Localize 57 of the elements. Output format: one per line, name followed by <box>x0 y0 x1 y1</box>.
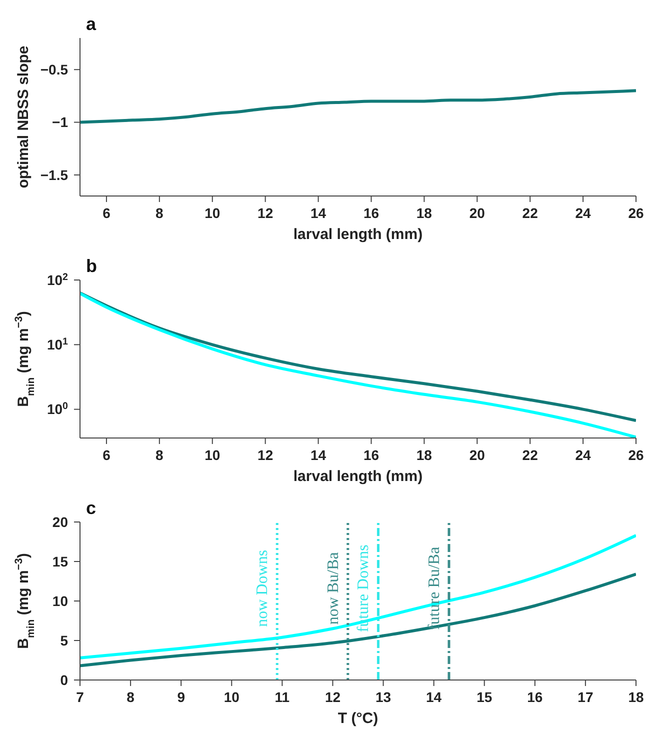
ref-line-label: future Downs <box>355 544 372 632</box>
x-tick-label: 24 <box>575 447 592 463</box>
x-tick-label: 26 <box>628 447 644 463</box>
x-tick-label: 14 <box>310 205 326 221</box>
y-tick-label: 5 <box>60 632 68 648</box>
chart-title: a <box>86 14 96 35</box>
x-axis-title: larval length (mm) <box>292 468 424 485</box>
ref-line-label: now Bu/Ba <box>324 552 342 625</box>
x-tick-label: 18 <box>416 447 432 463</box>
x-tick-label: 20 <box>469 205 486 221</box>
line-series <box>80 534 636 660</box>
x-tick-label: 12 <box>324 689 341 705</box>
x-tick-label: 9 <box>177 689 186 705</box>
x-tick-label: 12 <box>258 205 274 221</box>
x-tick-label: 11 <box>274 689 290 705</box>
x-tick-label: 17 <box>578 689 594 705</box>
x-tick-label: 16 <box>363 447 380 463</box>
x-tick-label: 18 <box>416 205 432 221</box>
x-tick-label: 10 <box>204 205 220 221</box>
x-tick-label: 10 <box>204 447 220 463</box>
chart-title: c <box>86 498 96 519</box>
x-tick-label: 14 <box>426 689 442 705</box>
x-tick-label: 8 <box>126 689 135 705</box>
x-tick-label: 6 <box>102 447 111 463</box>
x-tick-label: 12 <box>258 447 274 463</box>
x-tick-label: 8 <box>156 447 164 463</box>
y-axis-title: optimal NBSS slope <box>15 46 32 188</box>
x-tick-label: 16 <box>527 689 543 705</box>
y-tick-label: 10$^{2}$ <box>46 271 69 288</box>
x-tick-label: 24 <box>575 205 592 221</box>
x-tick-label: 22 <box>522 205 538 221</box>
y-tick-label: 10 <box>52 592 68 609</box>
y-tick-label: 20 <box>52 514 68 530</box>
chart-title: b <box>86 256 97 277</box>
x-tick-label: 10 <box>224 689 240 705</box>
x-tick-label: 16 <box>363 205 380 221</box>
x-tick-label: 13 <box>375 689 392 705</box>
x-axis-title: larval length (mm) <box>292 226 424 243</box>
ref-line-label: now Downs <box>254 550 272 627</box>
x-tick-label: 18 <box>628 689 644 705</box>
line-series <box>80 89 636 124</box>
x-tick-label: 8 <box>156 205 164 221</box>
x-tick-label: 20 <box>469 447 486 463</box>
x-tick-label: 7 <box>76 689 84 705</box>
y-tick-label: 15 <box>52 553 68 570</box>
x-tick-label: 14 <box>310 447 326 463</box>
x-axis-title: T (°C) <box>336 710 380 727</box>
y-tick-label: 10$^{0}$ <box>46 400 69 418</box>
x-tick-label: 6 <box>102 205 111 221</box>
x-tick-label: 15 <box>476 689 492 705</box>
y-tick-label: −1 <box>52 114 68 130</box>
y-tick-label: −0.5 <box>40 62 68 78</box>
y-tick-label: 10$^{1}$ <box>46 336 69 353</box>
x-tick-label: 26 <box>628 205 644 221</box>
y-tick-label: −1.5 <box>40 166 68 183</box>
x-tick-label: 22 <box>522 447 538 463</box>
y-tick-label: 0 <box>60 672 68 688</box>
